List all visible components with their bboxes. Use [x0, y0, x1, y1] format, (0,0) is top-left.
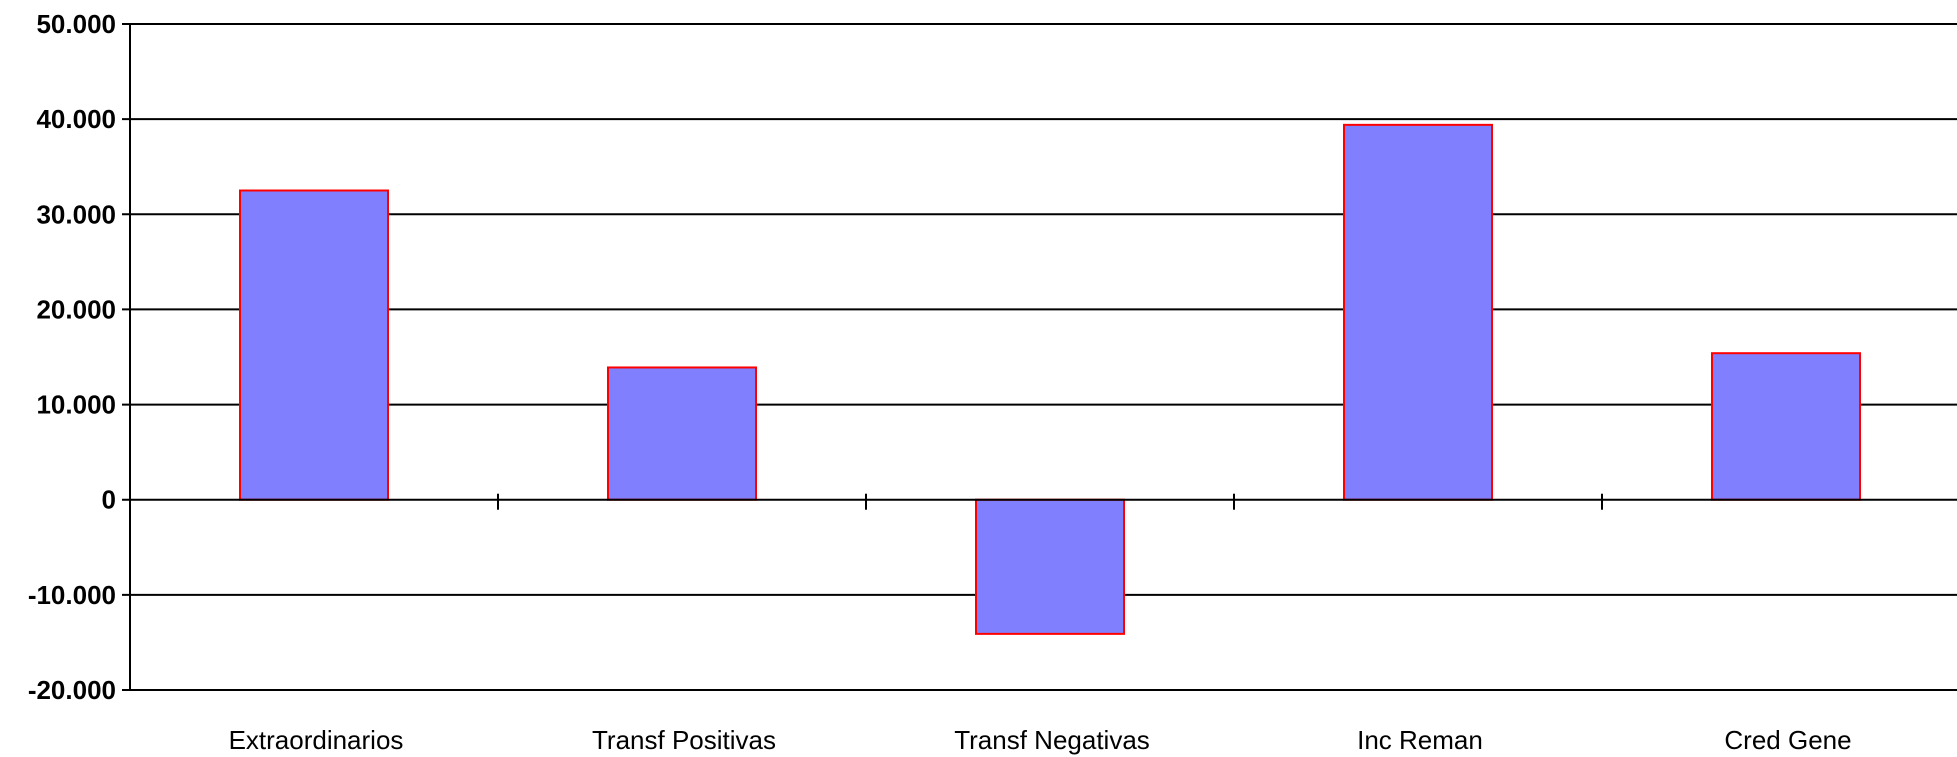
y-tick-label: -20.000 [28, 675, 116, 705]
bar-inc-reman [1343, 123, 1493, 501]
x-tick-label: Extraordinarios [229, 725, 404, 755]
x-tick-label: Transf Positivas [592, 725, 776, 755]
x-tick-label: Inc Reman [1357, 725, 1483, 755]
bars [239, 123, 1861, 635]
y-tick-label: 0 [102, 485, 116, 515]
y-tick-label: 40.000 [36, 104, 116, 134]
y-tick-label: 20.000 [36, 294, 116, 324]
bar-transf-negativas [975, 498, 1125, 635]
bar-transf-positivas [607, 366, 757, 501]
x-tick-label: Transf Negativas [954, 725, 1150, 755]
x-tick-labels: Extraordinarios Transf Positivas Transf Ne… [229, 725, 1852, 755]
axes [122, 24, 1957, 690]
x-tick-label: Cred Gene [1724, 725, 1851, 755]
bar-extraordinarios [239, 189, 389, 501]
bar-cred-gene [1711, 352, 1861, 501]
y-tick-label: -10.000 [28, 580, 116, 610]
y-tick-labels: 50.000 40.000 30.000 20.000 10.000 0 -10.000 -2… [28, 9, 116, 705]
y-tick-label: 50.000 [36, 9, 116, 39]
y-tick-label: 10.000 [36, 390, 116, 420]
y-tick-label: 30.000 [36, 199, 116, 229]
